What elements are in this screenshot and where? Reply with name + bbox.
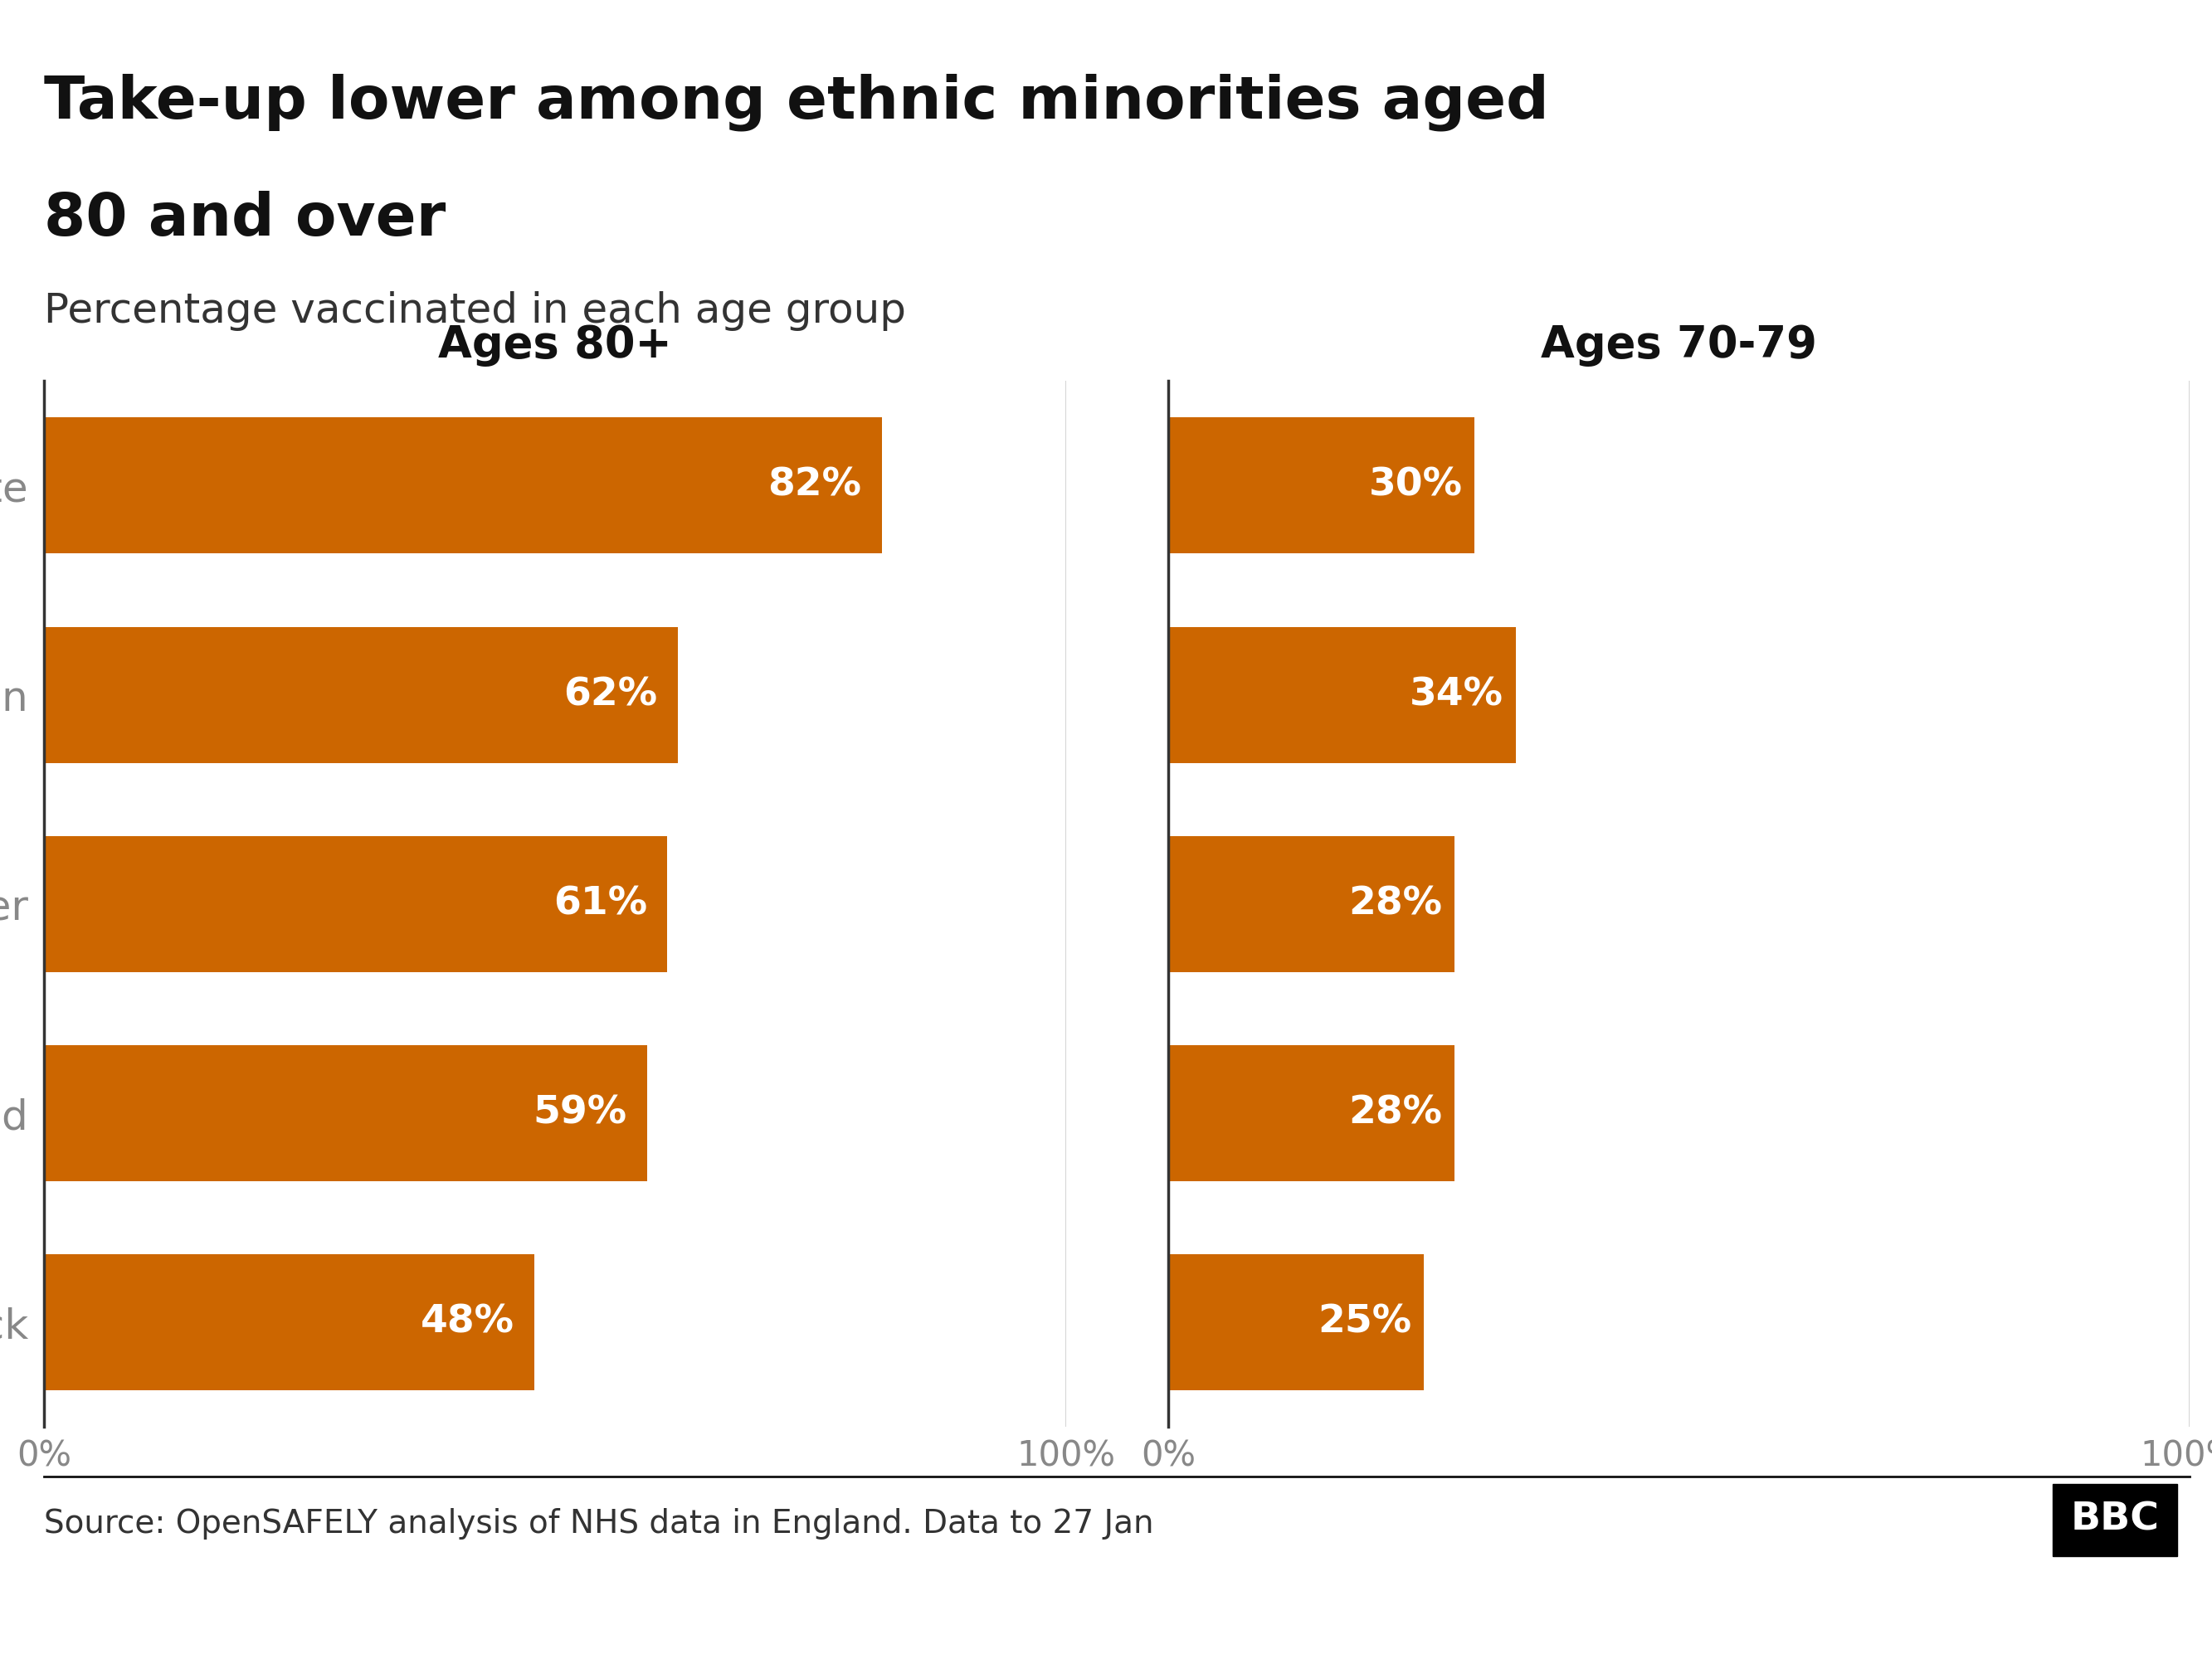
Text: 28%: 28% — [1349, 886, 1442, 922]
Bar — [44, 1045, 648, 1181]
Text: 61%: 61% — [553, 886, 648, 922]
Bar — [1168, 418, 1475, 554]
Title: Ages 70-79: Ages 70-79 — [1542, 324, 1816, 367]
Bar — [44, 1254, 535, 1390]
Text: 28%: 28% — [1349, 1095, 1442, 1131]
Title: Ages 80+: Ages 80+ — [438, 324, 672, 367]
Text: BBC: BBC — [2070, 1501, 2159, 1538]
Bar — [1168, 627, 1515, 763]
Text: 30%: 30% — [1369, 466, 1462, 504]
Text: 80 and over: 80 and over — [44, 191, 447, 247]
Text: 59%: 59% — [533, 1095, 626, 1131]
Text: 82%: 82% — [768, 466, 863, 504]
Text: Source: OpenSAFELY analysis of NHS data in England. Data to 27 Jan: Source: OpenSAFELY analysis of NHS data … — [44, 1508, 1155, 1540]
Bar — [1168, 1045, 1453, 1181]
Text: Take-up lower among ethnic minorities aged: Take-up lower among ethnic minorities ag… — [44, 73, 1548, 131]
Text: 62%: 62% — [564, 677, 657, 713]
Bar — [44, 418, 883, 554]
Bar — [44, 836, 668, 972]
Bar — [44, 627, 677, 763]
Text: Percentage vaccinated in each age group: Percentage vaccinated in each age group — [44, 292, 907, 332]
Text: 48%: 48% — [420, 1304, 513, 1340]
Text: 25%: 25% — [1318, 1304, 1411, 1340]
Bar — [1168, 1254, 1425, 1390]
Bar — [1168, 836, 1453, 972]
Text: 34%: 34% — [1409, 677, 1504, 713]
